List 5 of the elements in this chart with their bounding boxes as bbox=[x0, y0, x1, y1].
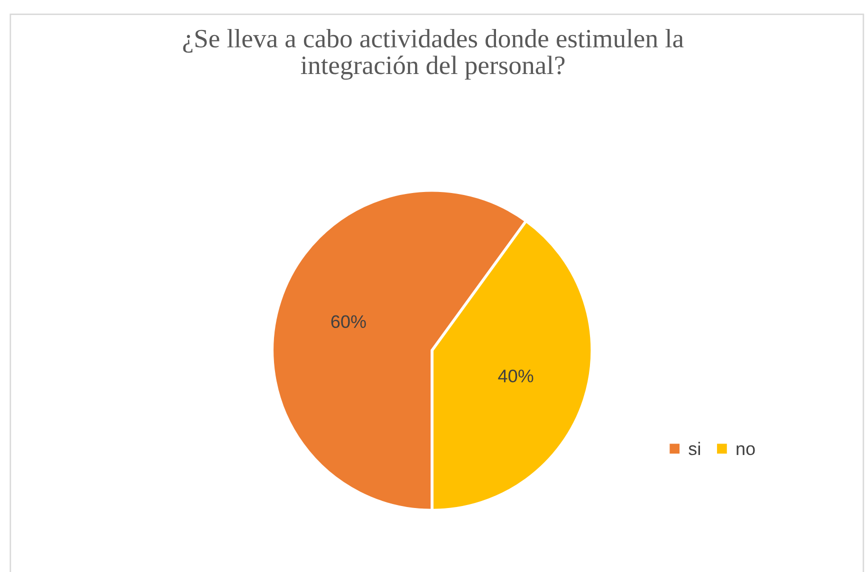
legend-label: si bbox=[688, 442, 700, 456]
legend-label: no bbox=[736, 445, 755, 456]
data-label: 40% bbox=[498, 370, 534, 382]
chart-title: ¿Se lleva a cabo actividades donde estimulen la integración del personal? bbox=[183, 28, 684, 80]
data-label: 60% bbox=[331, 315, 366, 328]
